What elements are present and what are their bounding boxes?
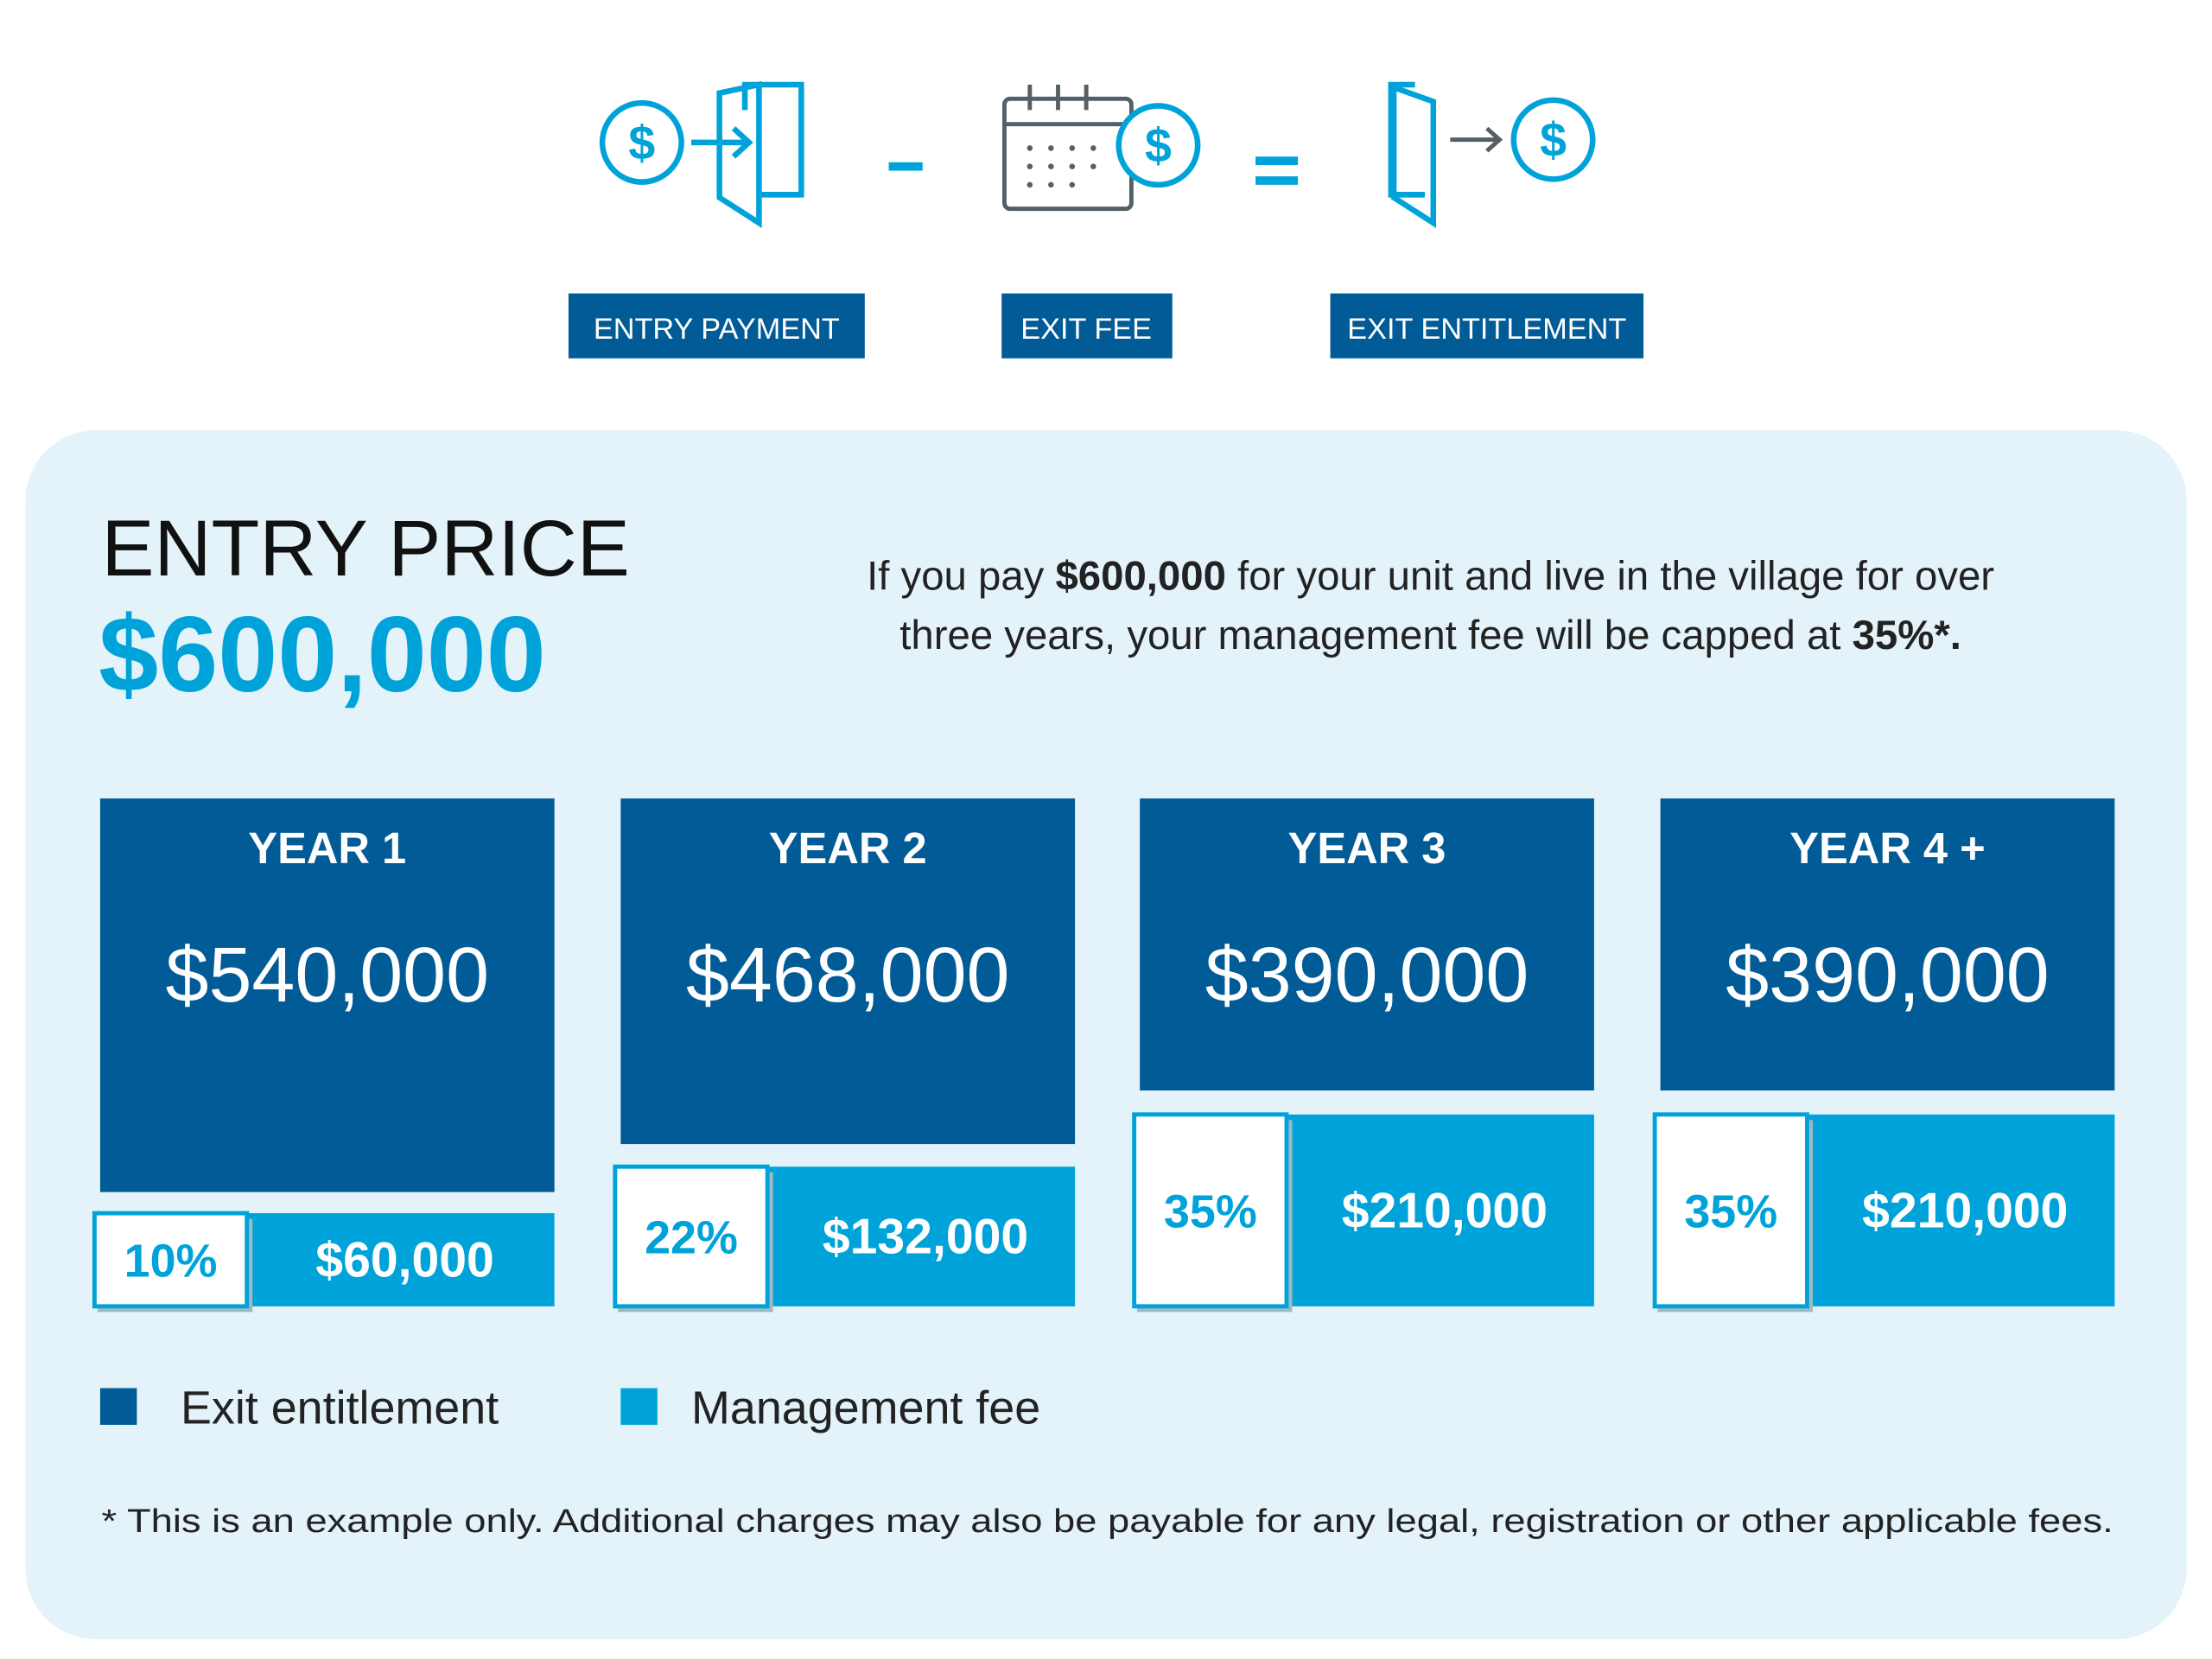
year-cards: YEAR 1 $540,000 10% $60,000 YEAR 2 $468,000 22…	[92, 798, 2115, 1313]
exit-entitlement-box	[1660, 798, 2115, 1091]
label-box	[568, 293, 865, 359]
entitlement-amount: $390,000	[1205, 932, 1529, 1019]
intro-emphasis: $600,000	[1055, 553, 1225, 599]
fee-percent: 22%	[645, 1212, 738, 1264]
intro-text: three years, your management fee will be…	[899, 613, 1852, 658]
formula-label: ENTRY PAYMENT	[594, 313, 840, 346]
entry-amount: $600,000	[99, 595, 546, 715]
minus-sign	[888, 162, 923, 171]
entry-payment-icon: $	[599, 80, 804, 228]
label-box	[1001, 293, 1173, 359]
intro-line: three years, your management fee will be…	[843, 613, 1996, 658]
entitlement-amount: $390,000	[1726, 932, 2049, 1019]
svg-text:$: $	[628, 116, 655, 169]
fee-percent: 35%	[1164, 1185, 1257, 1237]
svg-text:$: $	[1540, 113, 1567, 167]
entry-heading: ENTRY PRICE	[102, 505, 630, 593]
formula-label: EXIT ENTITLEMENT	[1347, 313, 1626, 346]
fee-amount: $132,000	[823, 1210, 1028, 1265]
entitlement-amount: $468,000	[686, 932, 1009, 1019]
year-label: YEAR 3	[1288, 823, 1446, 873]
year-label: YEAR 2	[769, 823, 927, 873]
svg-text:$: $	[1145, 119, 1172, 173]
legend-swatch	[620, 1388, 658, 1425]
formula-label: EXIT FEE	[1020, 313, 1152, 346]
fee-percent-box	[1652, 1112, 1809, 1309]
legend-label: Management fee	[691, 1382, 1040, 1433]
year-label: YEAR 1	[248, 823, 406, 873]
exit-entitlement-icon: $	[1388, 81, 1596, 228]
fee-amount: $210,000	[1862, 1183, 2068, 1238]
fee-percent: 10%	[124, 1236, 218, 1287]
legend-swatch	[99, 1388, 137, 1425]
intro-text: If you pay	[867, 553, 1055, 599]
equals-sign	[1255, 156, 1299, 185]
year-label: YEAR 4 +	[1789, 823, 1985, 873]
exit-entitlement-box	[620, 798, 1076, 1145]
fee-amount: $210,000	[1342, 1183, 1548, 1238]
panel	[25, 429, 2187, 1640]
intro-emphasis: 35%*.	[1853, 613, 1961, 658]
fee-percent-box	[613, 1164, 770, 1309]
intro-line: If you pay $600,000 for your unit and li…	[810, 553, 2028, 599]
fee-percent: 35%	[1684, 1185, 1777, 1237]
exit-fee-icon: $	[1002, 84, 1201, 212]
legend-label: Exit entitlement	[181, 1382, 499, 1433]
label-box	[1330, 293, 1644, 359]
exit-entitlement-box	[99, 798, 555, 1192]
intro-text: for your unit and live in the village fo…	[1226, 553, 1994, 599]
fee-amount: $60,000	[315, 1233, 493, 1288]
entitlement-amount: $540,000	[166, 932, 489, 1019]
footnote: * This is an example only. Additional ch…	[102, 1503, 2113, 1539]
exit-entitlement-box	[1140, 798, 1594, 1091]
fee-percent-box	[92, 1211, 250, 1309]
fee-percent-box	[1132, 1112, 1289, 1309]
